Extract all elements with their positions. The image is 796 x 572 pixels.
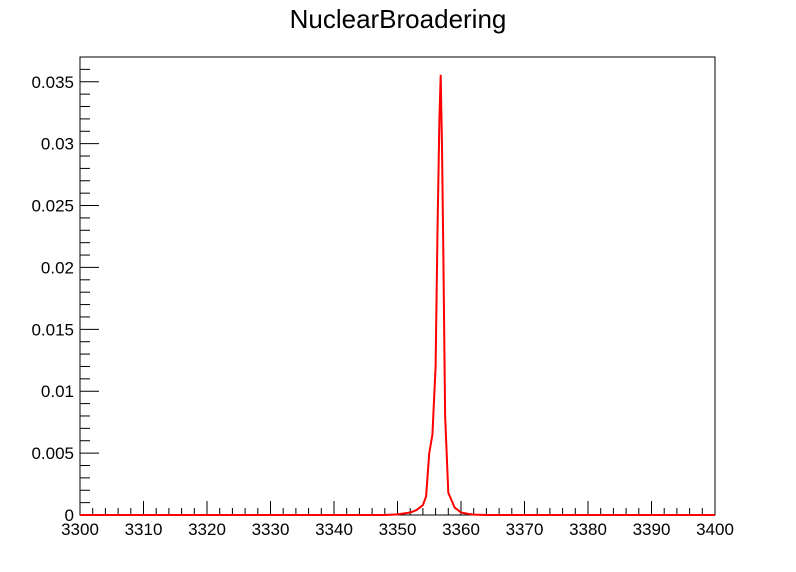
y-axis-tick-labels: 0 0.005 0.01 0.015 0.02 0.025 0.03 0.035 — [31, 73, 74, 525]
x-tick-label: 3300 — [61, 520, 99, 539]
y-tick-label: 0.025 — [31, 197, 74, 216]
series-line — [80, 74, 715, 516]
x-tick-label: 3400 — [696, 520, 734, 539]
x-tick-label: 3360 — [442, 520, 480, 539]
x-axis-tick-labels: 3300 3310 3320 3330 3340 3350 3360 3370 3380 3390… — [61, 520, 734, 539]
x-tick-label: 3370 — [506, 520, 544, 539]
x-tick-label: 3330 — [252, 520, 290, 539]
series-layer — [80, 74, 715, 516]
x-tick-label: 3310 — [125, 520, 163, 539]
y-tick-label: 0.005 — [31, 444, 74, 463]
y-axis-ticks — [80, 68, 99, 516]
x-tick-label: 3340 — [315, 520, 353, 539]
chart-title: NuclearBroadering — [289, 4, 507, 34]
x-tick-label: 3320 — [188, 520, 226, 539]
x-axis-ticks — [79, 501, 716, 515]
x-tick-label: 3350 — [379, 520, 417, 539]
x-tick-label: 3380 — [569, 520, 607, 539]
y-tick-label: 0.015 — [31, 320, 74, 339]
x-tick-label: 3390 — [633, 520, 671, 539]
plot-frame — [79, 56, 716, 516]
y-tick-label: 0.01 — [41, 382, 74, 401]
y-tick-label: 0 — [65, 506, 74, 525]
y-tick-label: 0.035 — [31, 73, 74, 92]
y-tick-label: 0.02 — [41, 258, 74, 277]
y-tick-label: 0.03 — [41, 135, 74, 154]
